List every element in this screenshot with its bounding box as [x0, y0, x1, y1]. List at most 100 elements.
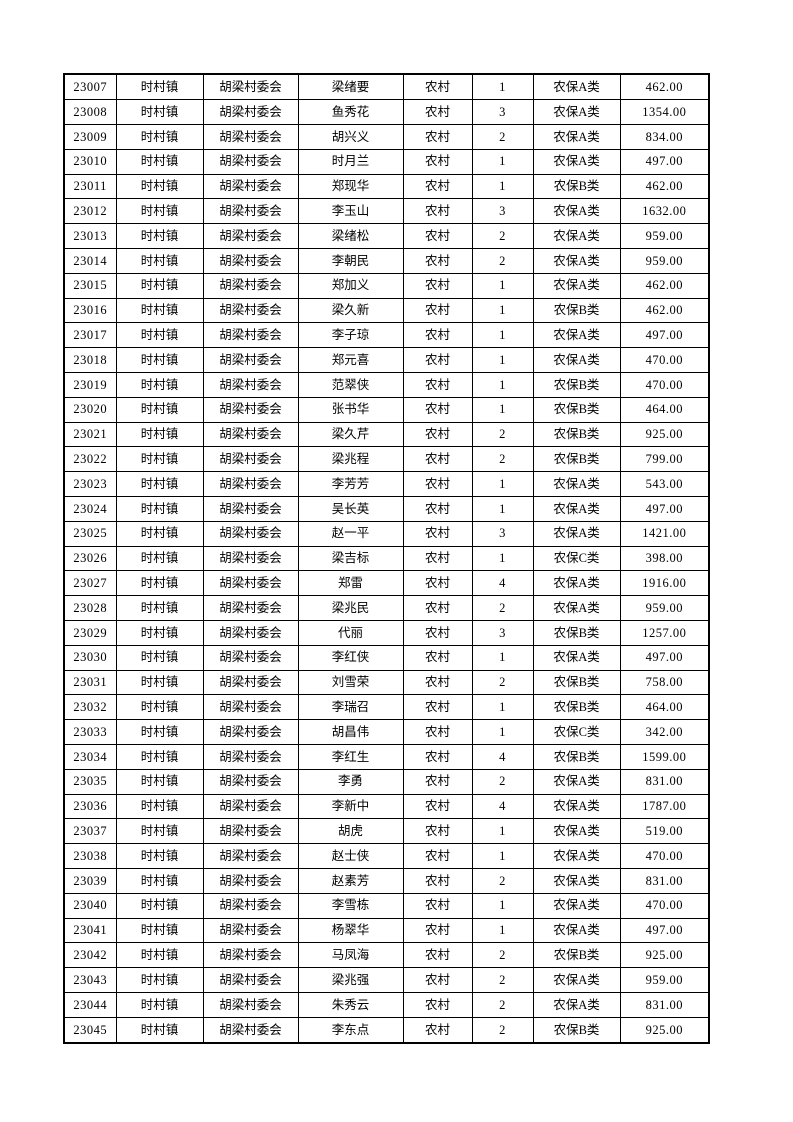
cell-village-committee: 胡梁村委会 [202, 520, 299, 547]
table-row: 23029 时村镇 胡梁村委会 代丽 农村 3 农保B类 1257.00 [63, 619, 710, 646]
cell-amount: 519.00 [619, 818, 710, 845]
cell-person-name: 李朝民 [297, 247, 404, 274]
cell-town: 时村镇 [115, 669, 204, 696]
cell-person-count: 2 [471, 991, 534, 1018]
cell-town: 时村镇 [115, 297, 204, 324]
table-row: 23023 时村镇 胡梁村委会 李芳芳 农村 1 农保A类 543.00 [63, 471, 710, 497]
cell-person-name: 马凤海 [297, 942, 404, 969]
cell-amount: 470.00 [619, 892, 710, 919]
cell-person-name: 李新中 [297, 793, 404, 820]
cell-village-committee: 胡梁村委会 [202, 595, 299, 621]
cell-town: 时村镇 [115, 446, 204, 473]
cell-amount: 1916.00 [619, 570, 710, 597]
cell-village-committee: 胡梁村委会 [202, 297, 299, 324]
cell-residence-type: 农村 [402, 619, 473, 646]
cell-amount: 925.00 [619, 1016, 710, 1044]
cell-amount: 831.00 [619, 867, 710, 894]
cell-insurance-category: 农保C类 [532, 719, 621, 745]
cell-amount: 959.00 [619, 247, 710, 274]
cell-person-name: 李雪栋 [297, 892, 404, 919]
cell-insurance-category: 农保B类 [532, 421, 621, 448]
cell-serial-number: 23041 [63, 917, 117, 944]
cell-person-count: 1 [471, 297, 534, 324]
table-row: 23012 时村镇 胡梁村委会 李玉山 农村 3 农保A类 1632.00 [63, 198, 710, 225]
cell-town: 时村镇 [115, 396, 204, 423]
cell-amount: 925.00 [619, 421, 710, 448]
table-row: 23018 时村镇 胡梁村委会 郑元喜 农村 1 农保A类 470.00 [63, 347, 710, 373]
cell-person-count: 1 [471, 272, 534, 299]
cell-residence-type: 农村 [402, 520, 473, 547]
cell-person-name: 李红侠 [297, 644, 404, 671]
cell-serial-number: 23019 [63, 371, 117, 398]
table-row: 23043 时村镇 胡梁村委会 梁兆强 农村 2 农保A类 959.00 [63, 967, 710, 993]
table-row: 23045 时村镇 胡梁村委会 李东点 农村 2 农保B类 925.00 [63, 1016, 710, 1044]
cell-person-name: 杨翠华 [297, 917, 404, 944]
table-row: 23037 时村镇 胡梁村委会 胡虎 农村 1 农保A类 519.00 [63, 818, 710, 845]
cell-person-name: 赵素芳 [297, 867, 404, 894]
cell-insurance-category: 农保A类 [532, 793, 621, 820]
cell-amount: 398.00 [619, 545, 710, 572]
cell-residence-type: 农村 [402, 719, 473, 745]
cell-town: 时村镇 [115, 124, 204, 150]
cell-amount: 497.00 [619, 917, 710, 944]
cell-village-committee: 胡梁村委会 [202, 446, 299, 473]
table-row: 23042 时村镇 胡梁村委会 马凤海 农村 2 农保B类 925.00 [63, 942, 710, 969]
cell-serial-number: 23014 [63, 247, 117, 274]
cell-amount: 831.00 [619, 991, 710, 1018]
cell-amount: 462.00 [619, 272, 710, 299]
table-row: 23014 时村镇 胡梁村委会 李朝民 农村 2 农保A类 959.00 [63, 247, 710, 274]
cell-person-count: 1 [471, 396, 534, 423]
cell-village-committee: 胡梁村委会 [202, 644, 299, 671]
cell-town: 时村镇 [115, 272, 204, 299]
cell-village-committee: 胡梁村委会 [202, 545, 299, 572]
cell-residence-type: 农村 [402, 644, 473, 671]
cell-town: 时村镇 [115, 743, 204, 770]
cell-person-name: 吴长英 [297, 495, 404, 522]
cell-serial-number: 23010 [63, 148, 117, 175]
cell-person-name: 赵一平 [297, 520, 404, 547]
table-row: 23038 时村镇 胡梁村委会 赵士侠 农村 1 农保A类 470.00 [63, 843, 710, 869]
cell-person-count: 2 [471, 595, 534, 621]
cell-residence-type: 农村 [402, 247, 473, 274]
cell-amount: 464.00 [619, 694, 710, 721]
cell-person-count: 3 [471, 520, 534, 547]
table-row: 23020 时村镇 胡梁村委会 张书华 农村 1 农保B类 464.00 [63, 396, 710, 423]
cell-residence-type: 农村 [402, 595, 473, 621]
cell-amount: 497.00 [619, 495, 710, 522]
cell-amount: 342.00 [619, 719, 710, 745]
cell-insurance-category: 农保A类 [532, 99, 621, 125]
cell-person-name: 梁绪松 [297, 223, 404, 249]
cell-town: 时村镇 [115, 1016, 204, 1044]
cell-person-count: 1 [471, 843, 534, 869]
cell-town: 时村镇 [115, 198, 204, 225]
cell-residence-type: 农村 [402, 1016, 473, 1044]
table-row: 23044 时村镇 胡梁村委会 朱秀云 农村 2 农保A类 831.00 [63, 991, 710, 1018]
cell-insurance-category: 农保A类 [532, 471, 621, 497]
table-row: 23034 时村镇 胡梁村委会 李红生 农村 4 农保B类 1599.00 [63, 743, 710, 770]
cell-serial-number: 23015 [63, 272, 117, 299]
cell-insurance-category: 农保A类 [532, 124, 621, 150]
cell-amount: 1257.00 [619, 619, 710, 646]
cell-person-count: 4 [471, 743, 534, 770]
cell-amount: 1421.00 [619, 520, 710, 547]
cell-insurance-category: 农保C类 [532, 545, 621, 572]
cell-serial-number: 23020 [63, 396, 117, 423]
cell-town: 时村镇 [115, 223, 204, 249]
cell-person-count: 4 [471, 793, 534, 820]
cell-residence-type: 农村 [402, 396, 473, 423]
cell-person-name: 郑加义 [297, 272, 404, 299]
cell-person-count: 2 [471, 669, 534, 696]
cell-person-count: 1 [471, 495, 534, 522]
cell-village-committee: 胡梁村委会 [202, 421, 299, 448]
cell-residence-type: 农村 [402, 495, 473, 522]
cell-amount: 1787.00 [619, 793, 710, 820]
cell-person-name: 胡虎 [297, 818, 404, 845]
table-row: 23036 时村镇 胡梁村委会 李新中 农村 4 农保A类 1787.00 [63, 793, 710, 820]
cell-insurance-category: 农保A类 [532, 73, 621, 101]
cell-village-committee: 胡梁村委会 [202, 892, 299, 919]
cell-person-name: 梁兆民 [297, 595, 404, 621]
cell-village-committee: 胡梁村委会 [202, 818, 299, 845]
table-row: 23028 时村镇 胡梁村委会 梁兆民 农村 2 农保A类 959.00 [63, 595, 710, 621]
cell-person-name: 李子琼 [297, 322, 404, 349]
cell-insurance-category: 农保A类 [532, 148, 621, 175]
